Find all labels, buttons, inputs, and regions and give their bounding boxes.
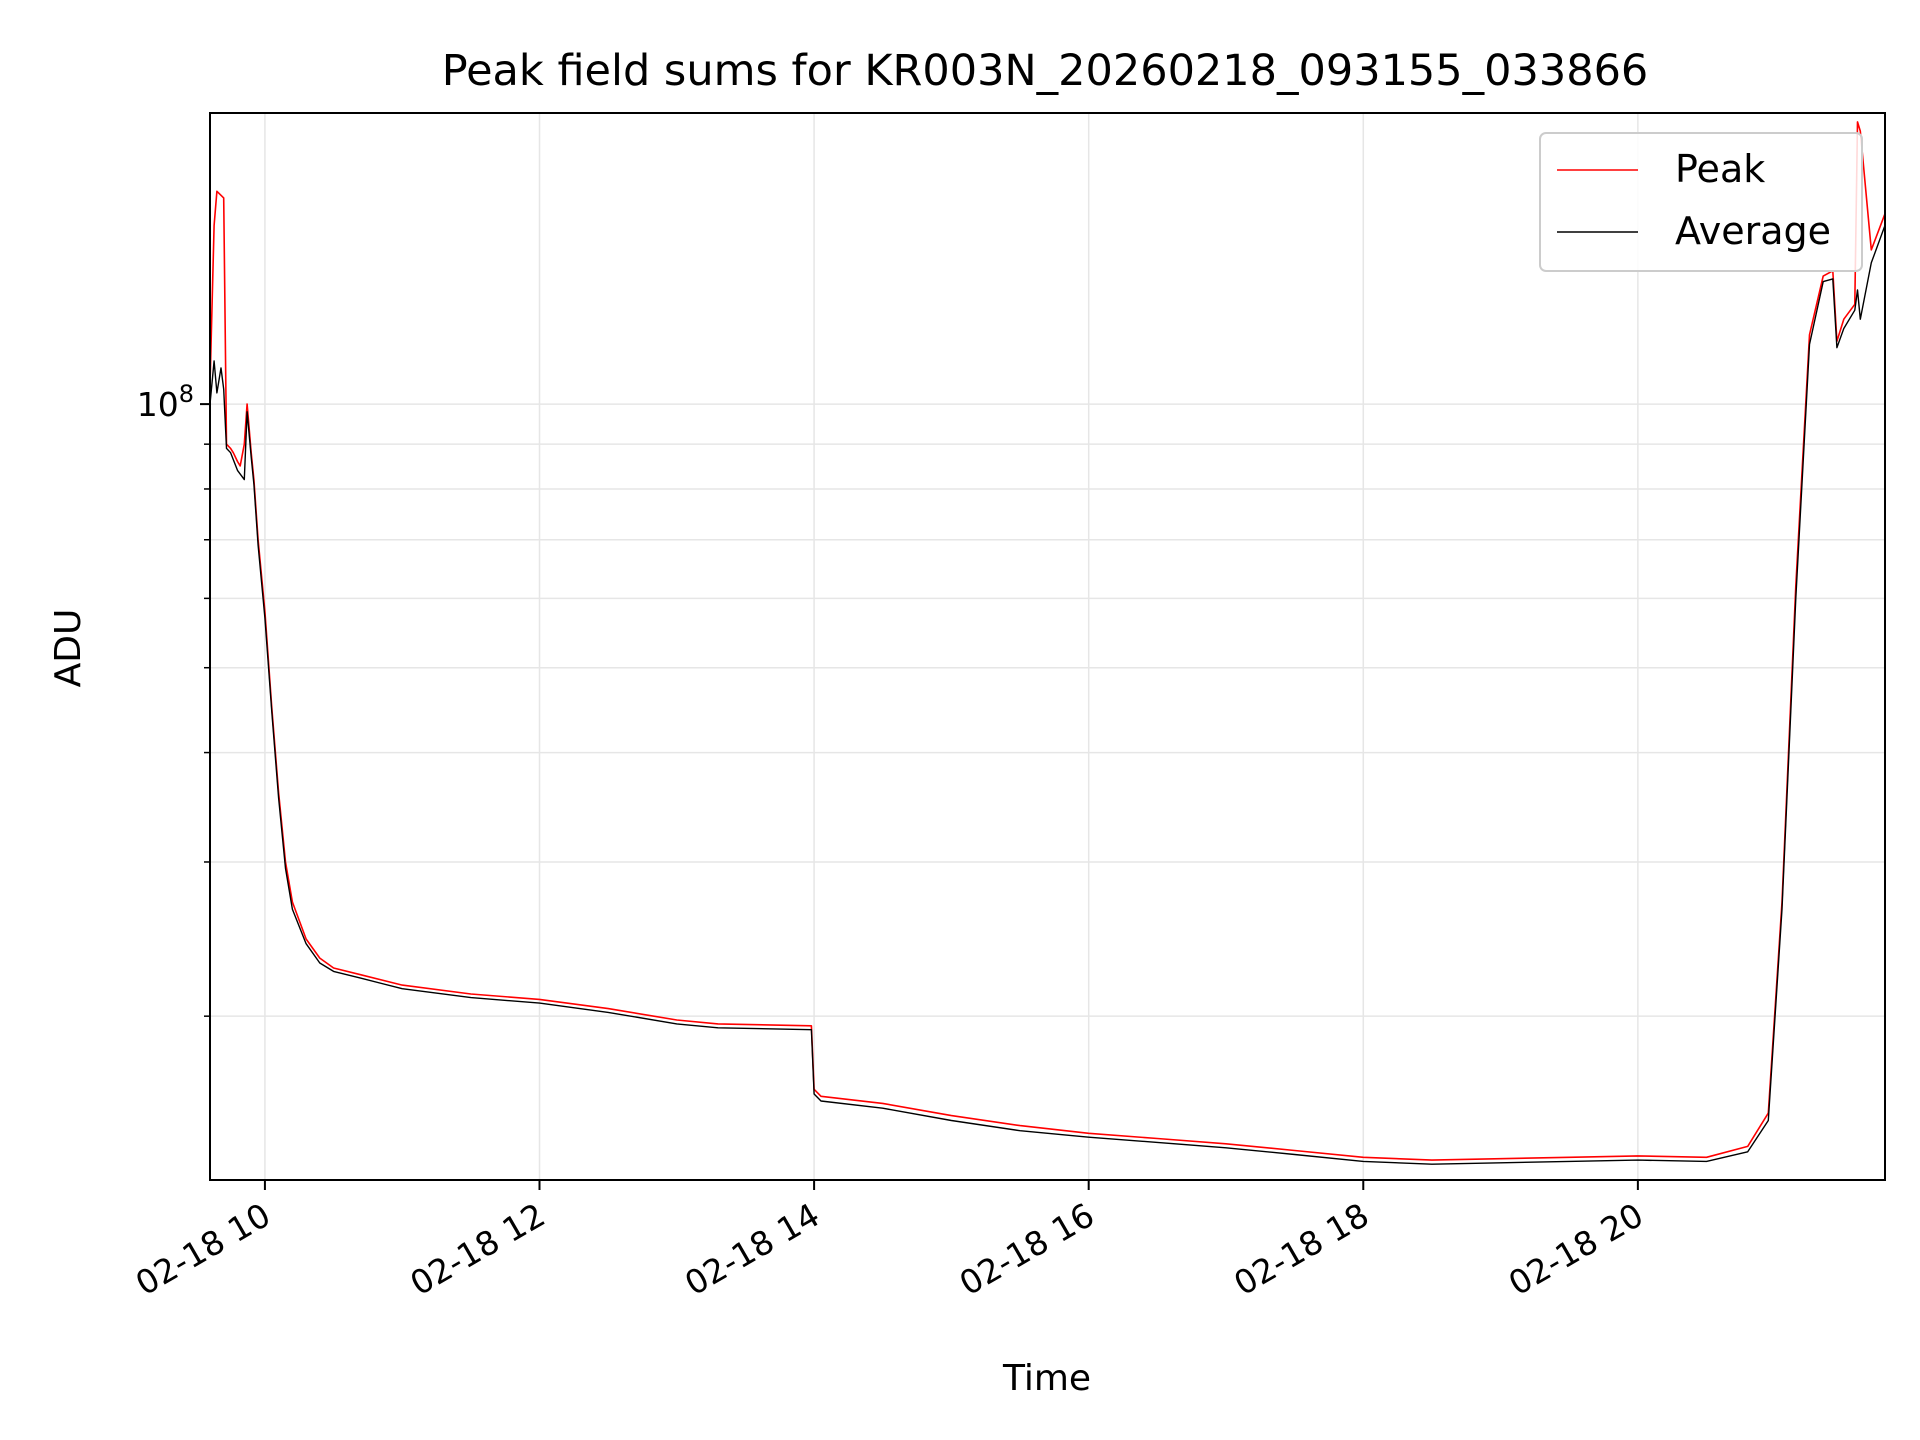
y-tick-label: 108 [137, 380, 194, 424]
legend-peak-label: Peak [1675, 147, 1765, 191]
chart-title: Peak field sums for KR003N_20260218_0931… [442, 46, 1649, 96]
legend-average-label: Average [1675, 209, 1831, 253]
y-axis-label: ADU [48, 609, 89, 688]
legend: Peak Average [1539, 132, 1863, 272]
series-average-line [210, 225, 1885, 1165]
series-layer [210, 121, 1885, 1165]
legend-box [1539, 132, 1863, 272]
grid [210, 113, 1885, 1180]
plot-frame [209, 112, 1886, 1181]
x-axis-label: Time [1002, 1358, 1091, 1399]
